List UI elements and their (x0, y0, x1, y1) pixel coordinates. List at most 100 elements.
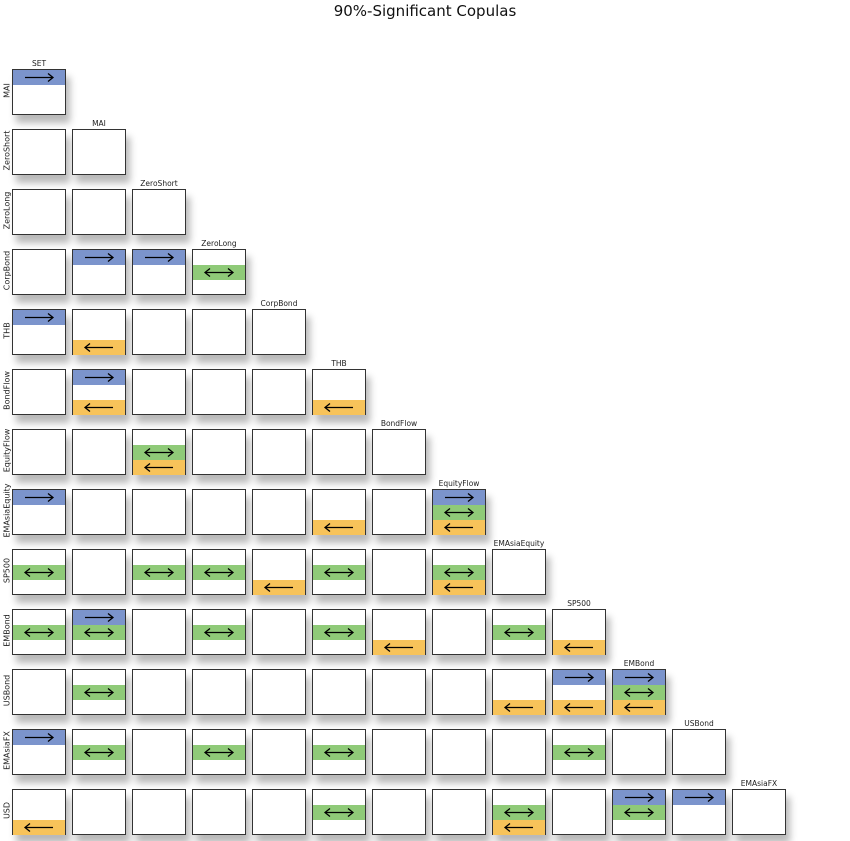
double-arrow-icon (323, 627, 355, 638)
copula-cell (612, 789, 666, 835)
copula-cell (72, 669, 126, 715)
upper-tail-band (13, 730, 65, 745)
upper-tail-band (13, 70, 65, 85)
row-label: USD (2, 801, 12, 820)
copula-cell (132, 549, 186, 595)
copula-cell (252, 369, 306, 415)
symmetric-tail-band (613, 685, 665, 700)
upper-tail-band (13, 310, 65, 325)
copula-cell (132, 369, 186, 415)
copula-cell (132, 489, 186, 535)
copula-cell (12, 309, 66, 355)
double-arrow-icon (203, 567, 235, 578)
copula-cell (132, 309, 186, 355)
left-arrow-icon (563, 702, 593, 713)
copula-cell (12, 489, 66, 535)
double-arrow-icon (323, 747, 355, 758)
lower-tail-band (13, 820, 65, 835)
copula-cell (612, 669, 666, 715)
column-label: EquityFlow (438, 479, 480, 488)
lower-tail-band (433, 580, 485, 595)
copula-cell (552, 729, 606, 775)
copula-cell (492, 729, 546, 775)
copula-cell (732, 789, 786, 835)
left-arrow-icon (383, 642, 413, 653)
copula-cell (432, 729, 486, 775)
lower-tail-band (133, 460, 185, 475)
copula-cell (132, 189, 186, 235)
double-arrow-icon (443, 507, 475, 518)
copula-cell (432, 489, 486, 535)
lower-tail-band (553, 700, 605, 715)
double-arrow-icon (563, 747, 595, 758)
copula-cell (12, 669, 66, 715)
symmetric-tail-band (313, 565, 365, 580)
column-label: CorpBond (260, 299, 298, 308)
copula-cell (312, 669, 366, 715)
symmetric-tail-band (133, 565, 185, 580)
lower-tail-band (373, 640, 425, 655)
copula-cell (432, 669, 486, 715)
copula-cell (12, 789, 66, 835)
left-arrow-icon (443, 582, 473, 593)
row-label: BondFlow (2, 371, 12, 410)
upper-tail-band (73, 250, 125, 265)
lower-tail-band (613, 700, 665, 715)
upper-tail-band (13, 490, 65, 505)
symmetric-tail-band (193, 265, 245, 280)
copula-cell (492, 789, 546, 835)
row-label: EMBond (2, 614, 12, 647)
left-arrow-icon (323, 402, 353, 413)
symmetric-tail-band (73, 745, 125, 760)
right-arrow-icon (625, 792, 655, 803)
right-arrow-icon (85, 372, 115, 383)
copula-cell (192, 609, 246, 655)
double-arrow-icon (23, 567, 55, 578)
figure-title: 90%-Significant Copulas (333, 2, 517, 20)
symmetric-tail-band (313, 625, 365, 640)
right-arrow-icon (85, 252, 115, 263)
lower-tail-band (73, 340, 125, 355)
copula-cell (612, 729, 666, 775)
copula-cell (312, 369, 366, 415)
copula-cell (72, 309, 126, 355)
symmetric-tail-band (493, 805, 545, 820)
right-arrow-icon (145, 252, 175, 263)
left-arrow-icon (83, 342, 113, 353)
copula-cell (252, 669, 306, 715)
symmetric-tail-band (433, 505, 485, 520)
left-arrow-icon (443, 522, 473, 533)
copula-cell (192, 429, 246, 475)
symmetric-tail-band (613, 805, 665, 820)
row-label: THB (2, 322, 12, 339)
lower-tail-band (433, 520, 485, 535)
lower-tail-band (73, 400, 125, 415)
column-label: EMAsiaFX (740, 779, 778, 788)
right-arrow-icon (25, 72, 55, 83)
right-arrow-icon (25, 492, 55, 503)
symmetric-tail-band (73, 685, 125, 700)
row-label: MAI (2, 83, 12, 98)
double-arrow-icon (323, 567, 355, 578)
copula-cell (492, 549, 546, 595)
double-arrow-icon (143, 447, 175, 458)
left-arrow-icon (143, 462, 173, 473)
symmetric-tail-band (313, 745, 365, 760)
copula-cell (372, 789, 426, 835)
row-label: SP500 (2, 557, 12, 584)
copula-cell (372, 669, 426, 715)
copula-cell (372, 489, 426, 535)
column-label: SET (31, 59, 47, 68)
column-label: THB (331, 359, 347, 368)
copula-cell (72, 489, 126, 535)
double-arrow-icon (143, 567, 175, 578)
copula-cell (12, 129, 66, 175)
column-label: MAI (92, 119, 106, 128)
copula-cell (192, 789, 246, 835)
double-arrow-icon (83, 747, 115, 758)
column-label: EMBond (623, 659, 655, 668)
copula-cell (252, 729, 306, 775)
copula-cell (432, 549, 486, 595)
copula-cell (132, 429, 186, 475)
